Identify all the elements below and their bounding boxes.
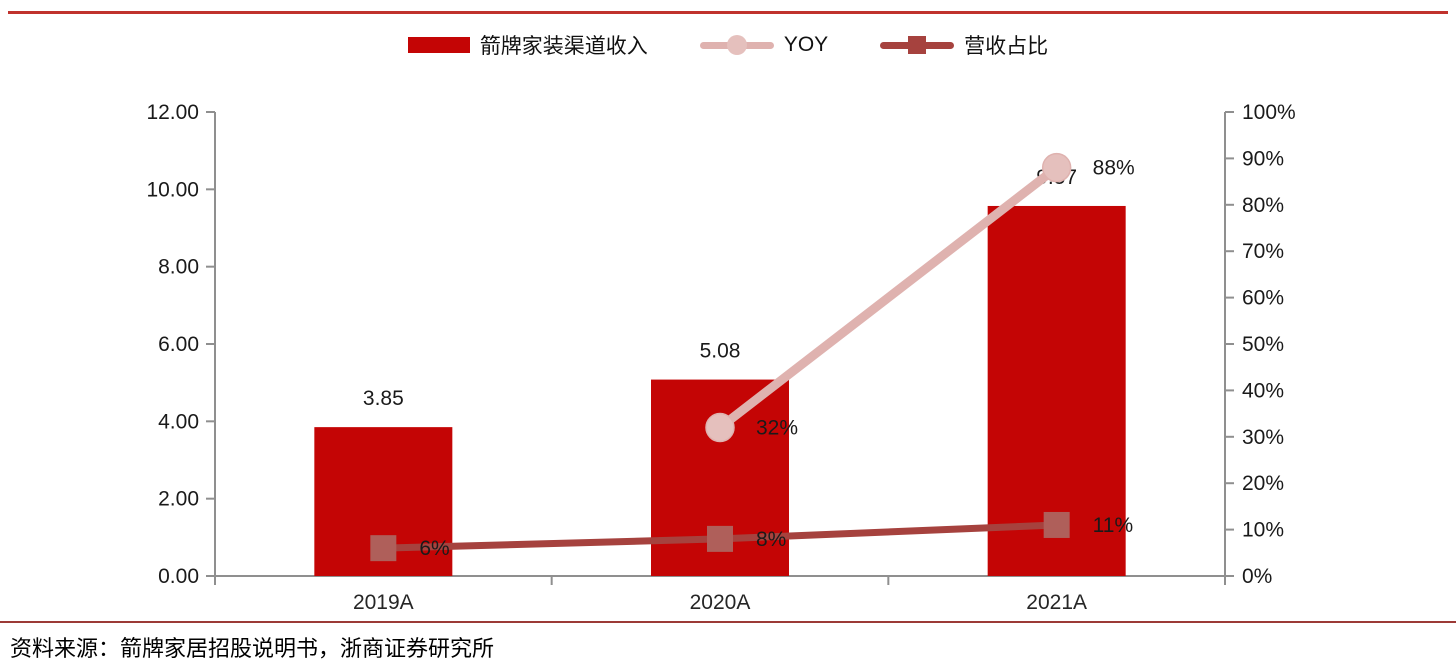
ratio-value-label-2020A: 8% bbox=[756, 528, 786, 551]
ratio-point-2020A bbox=[707, 525, 733, 552]
ratio-value-label-2021A: 11% bbox=[1093, 514, 1133, 537]
left-axis-tick-label: 12.00 bbox=[146, 101, 199, 124]
source-note: 资料来源：箭牌家居招股说明书，浙商证券研究所 bbox=[10, 636, 495, 661]
right-axis-tick-label: 90% bbox=[1242, 147, 1284, 170]
legend-label-yoy: YOY bbox=[783, 33, 829, 56]
legend-ratio-line-swatch bbox=[880, 35, 955, 55]
legend-yoy-line-swatch bbox=[699, 35, 774, 55]
legend-item-ratio: 营收占比 bbox=[880, 30, 1048, 60]
x-axis-label-2021A: 2021A bbox=[1026, 591, 1087, 614]
ratio-point-2021A bbox=[1043, 511, 1070, 538]
right-axis-tick-label: 30% bbox=[1242, 426, 1284, 449]
legend-circle-marker-icon bbox=[726, 35, 747, 55]
legend-item-yoy: YOY bbox=[699, 33, 829, 57]
chart-legend: 箭牌家装渠道收入 YOY 营收占比 bbox=[0, 30, 1456, 60]
legend-item-revenue: 箭牌家装渠道收入 bbox=[407, 30, 648, 60]
source-bar: 资料来源：箭牌家居招股说明书，浙商证券研究所 bbox=[0, 621, 1456, 663]
legend-bar-swatch bbox=[407, 37, 470, 53]
right-axis-tick-label: 80% bbox=[1242, 194, 1284, 217]
ratio-value-label-2019A: 6% bbox=[419, 537, 449, 560]
left-axis-tick-label: 6.00 bbox=[158, 333, 199, 356]
left-axis-tick-label: 0.00 bbox=[158, 565, 199, 588]
line-yoy bbox=[715, 163, 1062, 433]
legend-label-revenue: 箭牌家装渠道收入 bbox=[479, 34, 648, 58]
left-axis-tick-label: 8.00 bbox=[158, 256, 199, 279]
combo-chart: 0.00 2.00 4.00 6.00 8.00 10.00 12.00 0% 10% 20% 30… bbox=[146, 101, 1296, 614]
bar-value-label-2019A: 3.85 bbox=[363, 387, 404, 410]
right-axis-tick-label: 70% bbox=[1242, 240, 1284, 263]
yoy-value-label-2020A: 32% bbox=[756, 417, 798, 440]
top-divider-rule bbox=[8, 11, 1448, 14]
right-axis-tick-label: 40% bbox=[1242, 379, 1284, 402]
yoy-point-2021A bbox=[1041, 152, 1072, 183]
legend-label-ratio: 营收占比 bbox=[964, 34, 1049, 58]
right-axis-tick-label: 0% bbox=[1242, 565, 1272, 588]
ratio-point-2019A bbox=[370, 535, 397, 562]
left-axis-tick-label: 4.00 bbox=[158, 410, 199, 433]
right-axis-tick-label: 50% bbox=[1242, 333, 1284, 356]
right-axis-tick-label: 60% bbox=[1242, 287, 1284, 310]
x-axis-label-2020A: 2020A bbox=[690, 591, 751, 614]
yoy-point-2020A bbox=[705, 412, 735, 443]
legend-square-marker-icon bbox=[908, 36, 927, 54]
x-axis-label-2019A: 2019A bbox=[353, 591, 414, 614]
yoy-value-label-2021A: 88% bbox=[1093, 157, 1135, 180]
bar-value-label-2020A: 5.08 bbox=[700, 340, 741, 363]
left-axis-tick-label: 10.00 bbox=[146, 178, 199, 201]
right-axis-tick-label: 10% bbox=[1242, 519, 1284, 542]
right-axis-tick-label: 100% bbox=[1242, 101, 1296, 124]
right-axis-tick-label: 20% bbox=[1242, 472, 1284, 495]
left-axis-tick-label: 2.00 bbox=[158, 488, 199, 511]
